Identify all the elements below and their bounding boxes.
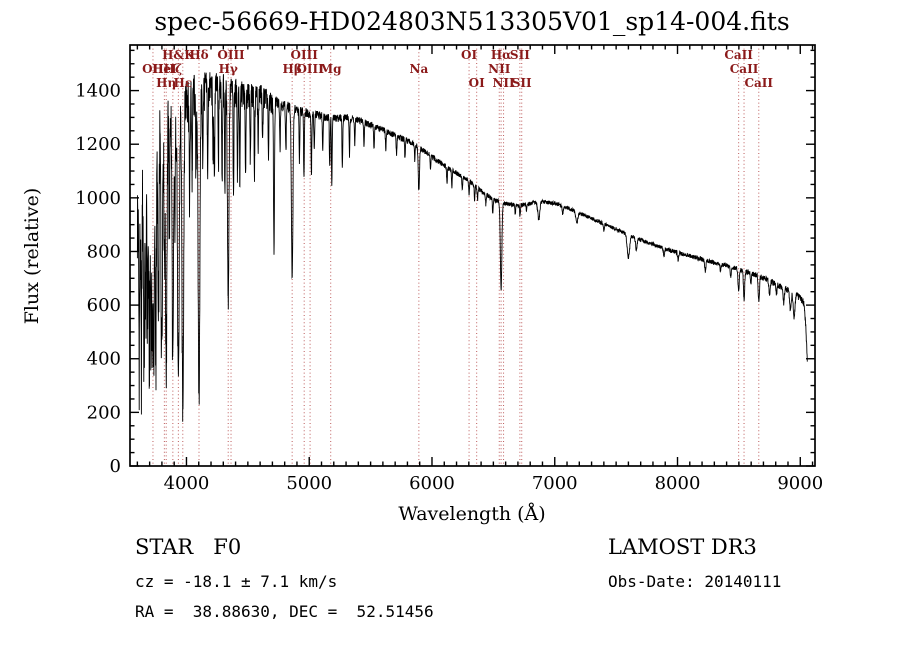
axis-ticks: 4000 5000 6000 7000 8000 9000 0 200 400 600 800 100… <box>75 45 823 494</box>
spectral-marker-label: CaII <box>730 62 759 76</box>
spectral-marker-label: CaII <box>724 48 753 62</box>
y-tick-label: 1200 <box>75 134 121 155</box>
spectral-marker-label: OI <box>461 48 477 62</box>
spectral-marker-label: OI <box>469 76 485 90</box>
spectral-marker-label: Hδ <box>189 48 208 62</box>
spectral-marker-label: Na <box>409 62 428 76</box>
spectral-marker-lines <box>152 45 760 466</box>
spectrum-line-group <box>136 72 808 422</box>
spectral-marker-label: SII <box>512 76 532 90</box>
x-tick-label: 9000 <box>777 473 823 494</box>
x-tick-label: 6000 <box>409 473 455 494</box>
spectrum-line <box>136 72 808 422</box>
ra-dec-text: RA = 38.88630, DEC = 52.51456 <box>135 602 434 621</box>
y-tick-label: 0 <box>110 456 121 477</box>
spectral-marker-label: OII <box>142 62 164 76</box>
y-axis-label: Flux (relative) <box>21 188 43 325</box>
spectral-marker-label: NII <box>492 76 515 90</box>
object-class-text: STAR F0 <box>135 535 241 559</box>
cz-text: cz = -18.1 ± 7.1 km/s <box>135 572 337 591</box>
spectral-marker-label: Mg <box>320 62 342 76</box>
obs-date-text: Obs-Date: 20140111 <box>608 572 781 591</box>
y-tick-label: 200 <box>87 402 121 423</box>
spectral-marker-label: OIII <box>296 62 324 76</box>
x-tick-label: 4000 <box>164 473 210 494</box>
y-tick-label: 600 <box>87 295 121 316</box>
y-tick-label: 1000 <box>75 188 121 209</box>
y-tick-label: 400 <box>87 349 121 370</box>
spectral-marker-label: H&K <box>162 48 195 62</box>
plot-title: spec-56669-HD024803N513305V01_sp14-004.f… <box>154 7 789 36</box>
spectral-marker-label: Hζ <box>164 62 182 76</box>
spectral-marker-label: SII <box>510 48 530 62</box>
spectral-marker-label: OIII <box>291 48 319 62</box>
survey-text: LAMOST DR3 <box>608 535 757 559</box>
spectral-marker-label: NII <box>488 62 511 76</box>
y-tick-label: 800 <box>87 241 121 262</box>
spectral-marker-label: Hβ <box>283 62 302 76</box>
spectral-marker-label: Hα <box>491 48 512 62</box>
x-tick-label: 8000 <box>655 473 701 494</box>
spectral-marker-label: Hε <box>173 76 192 90</box>
y-tick-label: 1400 <box>75 81 121 102</box>
x-tick-label: 7000 <box>532 473 578 494</box>
x-axis-label: Wavelength (Å) <box>398 503 545 525</box>
spectral-marker-label: OIII <box>217 48 245 62</box>
spectral-marker-label: Hγ <box>219 62 238 76</box>
x-tick-label: 5000 <box>286 473 332 494</box>
plot-box <box>129 44 816 467</box>
spectral-marker-label: Hη <box>156 76 176 90</box>
spectral-marker-label: CaII <box>744 76 773 90</box>
spectral-marker-label: HeI <box>152 62 177 76</box>
